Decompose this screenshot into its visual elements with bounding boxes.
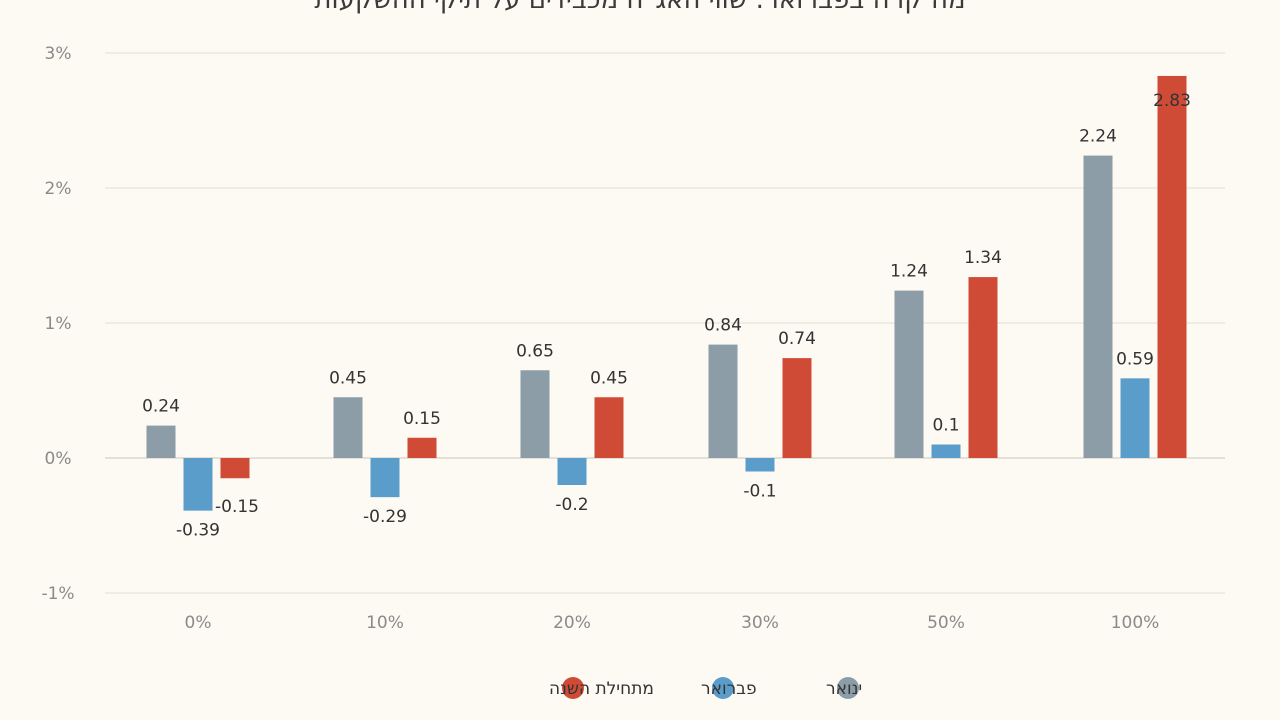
- data-label-1-5: 1.24: [890, 262, 928, 282]
- y-tick-label: 1%: [45, 314, 72, 334]
- x-tick-label: 100%: [1111, 613, 1160, 633]
- bar-2-2: [370, 458, 400, 498]
- bar-1-1: [146, 425, 176, 458]
- data-label-3-2: 0.15: [403, 409, 441, 429]
- x-tick-label: 0%: [185, 613, 212, 633]
- bar-3-6: [1157, 75, 1187, 458]
- data-label-1-2: 0.45: [329, 368, 367, 388]
- y-axis: 3% 2% 1% 0% -1%: [41, 44, 74, 604]
- x-tick-label: 30%: [741, 613, 779, 633]
- data-label-1-3: 0.65: [516, 341, 554, 361]
- bar-2-1: [183, 458, 213, 511]
- x-tick-label: 50%: [927, 613, 965, 633]
- bar-1-4: [708, 344, 738, 458]
- bar-3-2: [407, 437, 437, 458]
- bars: [146, 75, 1187, 511]
- bar-3-1: [220, 458, 250, 479]
- data-label-2-5: 0.1: [932, 416, 959, 436]
- bar-2-5: [931, 444, 961, 458]
- data-label-3-5: 1.34: [964, 248, 1002, 268]
- legend-marker-1: [837, 677, 859, 699]
- legend-label-3: מתחילת השנה: [549, 679, 654, 699]
- bar-2-4: [745, 458, 775, 472]
- bar-1-6: [1083, 155, 1113, 458]
- bar-3-5: [968, 277, 998, 458]
- legend-marker-3: [562, 677, 584, 699]
- y-tick-label: 3%: [45, 44, 72, 64]
- legend: מתחילת השנה פברואר ינואר: [549, 677, 862, 699]
- chart-title: מה קרה בפברואר: שווי האג"ח מכבידים על תי…: [314, 0, 965, 15]
- bar-2-3: [557, 458, 587, 485]
- x-tick-label: 10%: [366, 613, 404, 633]
- y-tick-label: 2%: [45, 179, 72, 199]
- data-label-3-4: 0.74: [778, 329, 816, 349]
- data-label-1-6: 2.24: [1079, 127, 1117, 147]
- legend-label-2: פברואר: [701, 679, 757, 699]
- x-axis: 0% 10% 20% 30% 50% 100%: [185, 613, 1160, 633]
- bar-1-5: [894, 290, 924, 458]
- data-label-1-1: 0.24: [142, 397, 180, 417]
- data-labels: 0.24 -0.39 -0.15 0.45 -0.29 0.15 0.65 -0.2 0.45 0…: [142, 91, 1191, 541]
- bar-1-3: [520, 370, 550, 458]
- grid-lines: [105, 52, 1225, 594]
- bar-3-3: [594, 397, 624, 458]
- data-label-3-3: 0.45: [590, 368, 628, 388]
- data-label-2-3: -0.2: [555, 495, 588, 515]
- data-label-3-6: 2.83: [1153, 91, 1191, 111]
- bar-2-6: [1120, 378, 1150, 458]
- x-tick-label: 20%: [553, 613, 591, 633]
- data-label-2-2: -0.29: [363, 507, 407, 527]
- y-tick-label: -1%: [41, 584, 74, 604]
- bar-3-4: [782, 358, 812, 458]
- data-label-1-4: 0.84: [704, 316, 742, 336]
- data-label-2-4: -0.1: [743, 482, 776, 502]
- y-tick-label: 0%: [45, 449, 72, 469]
- data-label-3-1: -0.15: [215, 497, 259, 517]
- data-label-2-6: 0.59: [1116, 349, 1154, 369]
- data-label-2-1: -0.39: [176, 521, 220, 541]
- legend-marker-2: [712, 677, 734, 699]
- bar-1-2: [333, 397, 363, 458]
- legend-label-1: ינואר: [826, 679, 862, 699]
